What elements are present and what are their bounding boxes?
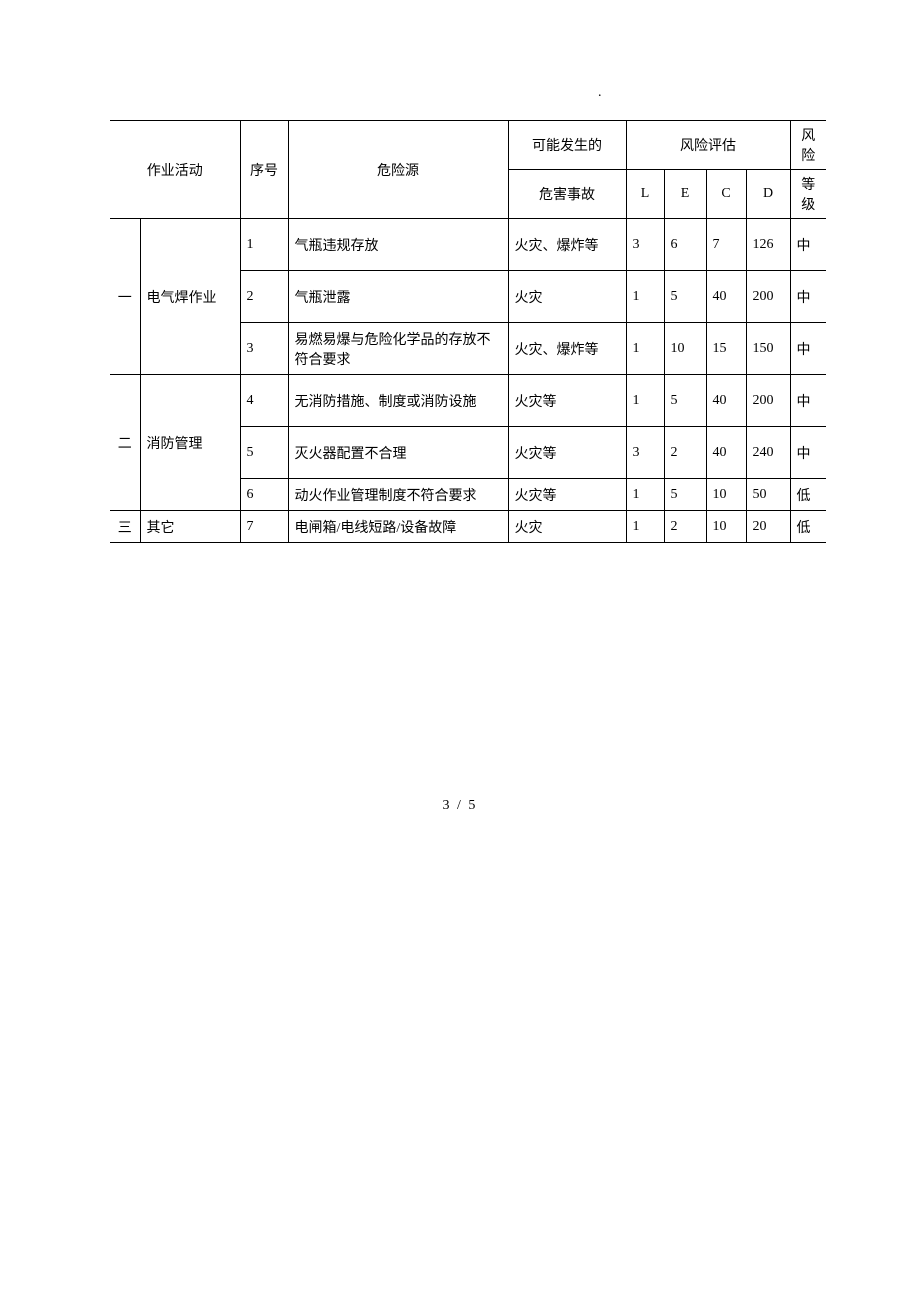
table-row: 一 电气焊作业 1 气瓶违规存放 火灾、爆炸等 3 6 7 126 中 [110, 219, 826, 271]
header-L: L [626, 170, 664, 219]
cell-D: 200 [746, 375, 790, 427]
header-C: C [706, 170, 746, 219]
cell-L: 1 [626, 375, 664, 427]
cell-C: 15 [706, 323, 746, 375]
risk-assessment-table: 作业活动 序号 危险源 可能发生的 风险评估 风险 危害事故 L E C D 等… [110, 120, 826, 543]
cell-level: 低 [790, 479, 826, 511]
cell-accident: 火灾、爆炸等 [508, 219, 626, 271]
header-risk-level-line2: 等级 [790, 170, 826, 219]
page-container: 作业活动 序号 危险源 可能发生的 风险评估 风险 危害事故 L E C D 等… [0, 0, 920, 543]
group-activity: 消防管理 [140, 375, 240, 511]
header-dot: . [598, 85, 602, 101]
cell-D: 240 [746, 427, 790, 479]
cell-level: 中 [790, 427, 826, 479]
cell-seq: 2 [240, 271, 288, 323]
cell-E: 6 [664, 219, 706, 271]
cell-L: 1 [626, 323, 664, 375]
cell-seq: 1 [240, 219, 288, 271]
cell-D: 150 [746, 323, 790, 375]
group-index: 一 [110, 219, 140, 375]
header-E: E [664, 170, 706, 219]
page-number: 3 / 5 [0, 798, 920, 814]
cell-C: 40 [706, 375, 746, 427]
cell-seq: 6 [240, 479, 288, 511]
cell-seq: 4 [240, 375, 288, 427]
cell-accident: 火灾、爆炸等 [508, 323, 626, 375]
cell-level: 中 [790, 323, 826, 375]
header-risk-eval: 风险评估 [626, 121, 790, 170]
cell-E: 5 [664, 479, 706, 511]
cell-level: 中 [790, 271, 826, 323]
header-activity: 作业活动 [110, 121, 240, 219]
cell-L: 3 [626, 219, 664, 271]
cell-E: 2 [664, 511, 706, 543]
cell-level: 中 [790, 375, 826, 427]
header-accident-line1: 可能发生的 [508, 121, 626, 170]
cell-C: 40 [706, 271, 746, 323]
cell-accident: 火灾 [508, 271, 626, 323]
cell-seq: 7 [240, 511, 288, 543]
cell-E: 10 [664, 323, 706, 375]
cell-accident: 火灾 [508, 511, 626, 543]
cell-seq: 5 [240, 427, 288, 479]
table-row: 三 其它 7 电闸箱/电线短路/设备故障 火灾 1 2 10 20 低 [110, 511, 826, 543]
group-index: 三 [110, 511, 140, 543]
cell-hazard: 气瓶泄露 [288, 271, 508, 323]
cell-hazard: 电闸箱/电线短路/设备故障 [288, 511, 508, 543]
cell-D: 50 [746, 479, 790, 511]
group-activity: 电气焊作业 [140, 219, 240, 375]
cell-L: 1 [626, 271, 664, 323]
cell-C: 7 [706, 219, 746, 271]
table-header-row-1: 作业活动 序号 危险源 可能发生的 风险评估 风险 [110, 121, 826, 170]
table-row: 二 消防管理 4 无消防措施、制度或消防设施 火灾等 1 5 40 200 中 [110, 375, 826, 427]
cell-D: 20 [746, 511, 790, 543]
header-D: D [746, 170, 790, 219]
cell-seq: 3 [240, 323, 288, 375]
group-index: 二 [110, 375, 140, 511]
cell-level: 中 [790, 219, 826, 271]
header-accident-line2: 危害事故 [508, 170, 626, 219]
cell-accident: 火灾等 [508, 427, 626, 479]
cell-L: 1 [626, 511, 664, 543]
cell-hazard: 易燃易爆与危险化学品的存放不符合要求 [288, 323, 508, 375]
cell-hazard: 无消防措施、制度或消防设施 [288, 375, 508, 427]
header-hazard: 危险源 [288, 121, 508, 219]
cell-D: 200 [746, 271, 790, 323]
cell-hazard: 动火作业管理制度不符合要求 [288, 479, 508, 511]
cell-L: 1 [626, 479, 664, 511]
cell-L: 3 [626, 427, 664, 479]
group-activity: 其它 [140, 511, 240, 543]
cell-level: 低 [790, 511, 826, 543]
cell-C: 40 [706, 427, 746, 479]
cell-accident: 火灾等 [508, 375, 626, 427]
cell-C: 10 [706, 511, 746, 543]
header-seq: 序号 [240, 121, 288, 219]
cell-hazard: 灭火器配置不合理 [288, 427, 508, 479]
cell-D: 126 [746, 219, 790, 271]
cell-E: 2 [664, 427, 706, 479]
header-risk-level-line1: 风险 [790, 121, 826, 170]
cell-C: 10 [706, 479, 746, 511]
cell-E: 5 [664, 375, 706, 427]
cell-hazard: 气瓶违规存放 [288, 219, 508, 271]
cell-E: 5 [664, 271, 706, 323]
cell-accident: 火灾等 [508, 479, 626, 511]
